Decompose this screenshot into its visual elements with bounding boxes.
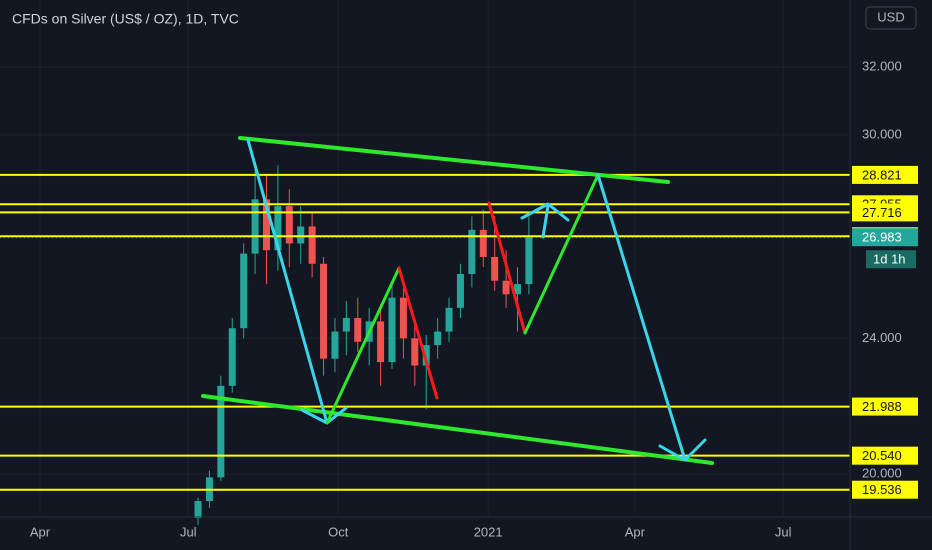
level-label: 20.540	[862, 448, 902, 463]
candle-body	[399, 297, 407, 339]
lower-channel	[201, 394, 714, 465]
chart-title: CFDs on Silver (US$ / OZ), 1D, TVC	[12, 11, 239, 27]
x-tick-label: Jul	[775, 524, 792, 539]
countdown: 1d 1h	[873, 252, 906, 267]
candle-body	[240, 253, 248, 329]
candle-body	[491, 256, 499, 281]
x-tick-label: 2021	[474, 524, 503, 539]
candle-body	[331, 331, 339, 359]
x-tick-label: Apr	[30, 524, 51, 539]
wave-line	[541, 204, 550, 239]
candle-body	[388, 297, 396, 363]
x-tick-label: Apr	[625, 524, 646, 539]
candle-body	[262, 199, 270, 251]
wave-line	[325, 266, 401, 425]
y-tick-label: 20.000	[862, 465, 902, 480]
currency: USD	[877, 9, 904, 24]
level-label-box	[852, 165, 918, 184]
candle-body	[468, 229, 476, 274]
level-label: 21.988	[862, 399, 902, 414]
wave-line	[596, 173, 687, 462]
level-label: 27.716	[862, 205, 902, 220]
candle-body	[274, 206, 282, 251]
currency-button[interactable]	[865, 6, 917, 30]
arrow-head	[520, 202, 570, 222]
level-label-box	[852, 446, 918, 465]
wave-line	[487, 201, 527, 335]
candle-body	[342, 318, 350, 332]
candle-body	[513, 284, 521, 295]
level-label: 19.536	[862, 482, 902, 497]
level-label-box	[852, 480, 918, 499]
candle-body	[456, 273, 464, 308]
wave-line	[397, 266, 439, 400]
level-label: 28.821	[862, 167, 902, 182]
candle-body	[194, 501, 202, 519]
last-price-label: 26.983	[862, 230, 902, 245]
x-tick-label: Jul	[180, 524, 197, 539]
candle-body	[285, 206, 293, 244]
candle-body	[422, 345, 430, 366]
candle-body	[320, 263, 328, 359]
level-label-box	[852, 203, 918, 222]
x-tick-label: Oct	[328, 524, 349, 539]
countdown-box	[866, 250, 916, 269]
candle-body	[308, 226, 316, 264]
wave-line	[523, 173, 600, 335]
candle-body	[525, 237, 533, 285]
candle-body	[377, 321, 385, 363]
level-label-box	[852, 397, 918, 416]
y-tick-label: 32.000	[862, 59, 902, 74]
y-tick-label: 24.000	[862, 330, 902, 345]
candle-body	[502, 280, 510, 295]
last-price-box	[852, 228, 918, 247]
candle-body	[228, 328, 236, 386]
candle-body	[251, 199, 259, 254]
arrow-head	[658, 438, 707, 462]
y-tick-label: 30.000	[862, 126, 902, 141]
drawings	[201, 136, 714, 465]
candle-body	[434, 331, 442, 346]
plot-area	[0, 0, 850, 525]
candle-body	[297, 226, 305, 244]
candle-body	[354, 318, 362, 342]
candle-body	[479, 229, 487, 257]
wave-line	[246, 138, 329, 425]
candle-body	[217, 385, 225, 478]
candle-body	[445, 307, 453, 332]
candle-body	[411, 338, 419, 366]
